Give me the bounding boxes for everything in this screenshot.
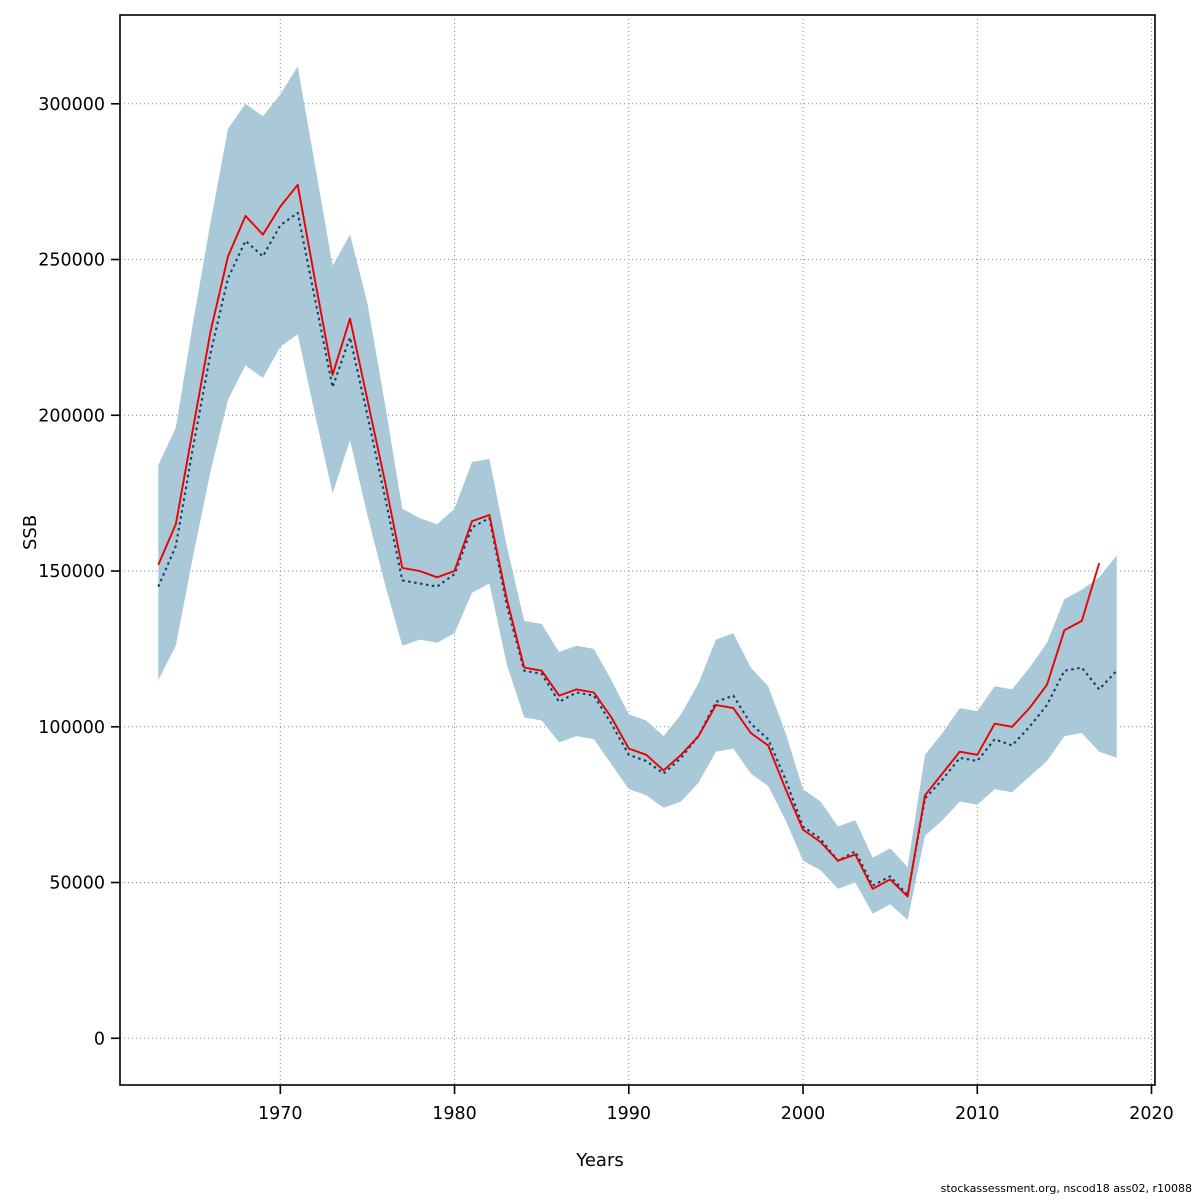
x-tick-label: 2010 — [955, 1104, 1000, 1124]
confidence-band — [158, 66, 1117, 920]
x-tick-label: 1990 — [607, 1104, 652, 1124]
y-tick-label: 200000 — [38, 406, 105, 426]
x-tick-label: 2000 — [781, 1104, 826, 1124]
y-tick-label: 100000 — [38, 718, 105, 738]
y-axis-title: SSB — [20, 514, 41, 550]
x-axis-title: Years — [576, 1150, 624, 1171]
x-tick-label: 1970 — [258, 1104, 303, 1124]
y-tick-label: 50000 — [49, 874, 105, 894]
footer-credit: stockassessment.org, nscod18 ass02, r100… — [940, 1182, 1192, 1195]
ssb-estimate-line — [157, 211, 1118, 897]
x-tick-label: 1980 — [432, 1104, 477, 1124]
y-tick-label: 0 — [94, 1029, 105, 1049]
y-tick-label: 300000 — [38, 95, 105, 115]
x-tick-label: 2020 — [1129, 1104, 1174, 1124]
ssb-red-line — [157, 183, 1101, 898]
y-tick-label: 150000 — [38, 562, 105, 582]
y-tick-label: 250000 — [38, 251, 105, 271]
plot-border — [119, 14, 1156, 1086]
